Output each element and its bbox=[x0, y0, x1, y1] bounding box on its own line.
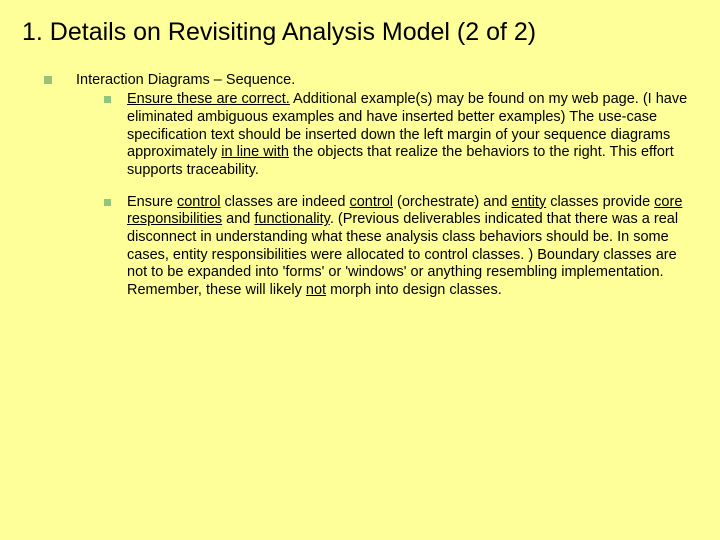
inner-item-text: Ensure these are correct. Additional exa… bbox=[127, 91, 700, 179]
square-bullet-icon bbox=[104, 199, 111, 206]
slide-title: 1. Details on Revisiting Analysis Model … bbox=[20, 18, 700, 47]
underline-text: core bbox=[654, 194, 682, 210]
underline-text: functionality bbox=[254, 211, 330, 227]
outer-item-label: Interaction Diagrams – Sequence. bbox=[76, 71, 700, 89]
square-bullet-icon bbox=[44, 76, 52, 84]
square-bullet-icon bbox=[104, 96, 111, 103]
underline-text: responsibilities bbox=[127, 211, 222, 227]
underline-text: control bbox=[177, 194, 221, 210]
underline-text: control bbox=[349, 194, 393, 210]
inner-list: Ensure these are correct. Additional exa… bbox=[76, 91, 700, 300]
outer-list-item: Interaction Diagrams – Sequence. Ensure … bbox=[20, 71, 700, 314]
underline-text: entity bbox=[512, 194, 547, 210]
underline-text: Ensure these are correct. bbox=[127, 91, 290, 107]
inner-list-item: Ensure control classes are indeed contro… bbox=[76, 194, 700, 300]
underline-text: not bbox=[306, 282, 326, 298]
underline-text: in line with bbox=[221, 144, 289, 160]
outer-item-content: Interaction Diagrams – Sequence. Ensure … bbox=[76, 71, 700, 314]
inner-item-text: Ensure control classes are indeed contro… bbox=[127, 194, 700, 300]
inner-list-item: Ensure these are correct. Additional exa… bbox=[76, 91, 700, 179]
